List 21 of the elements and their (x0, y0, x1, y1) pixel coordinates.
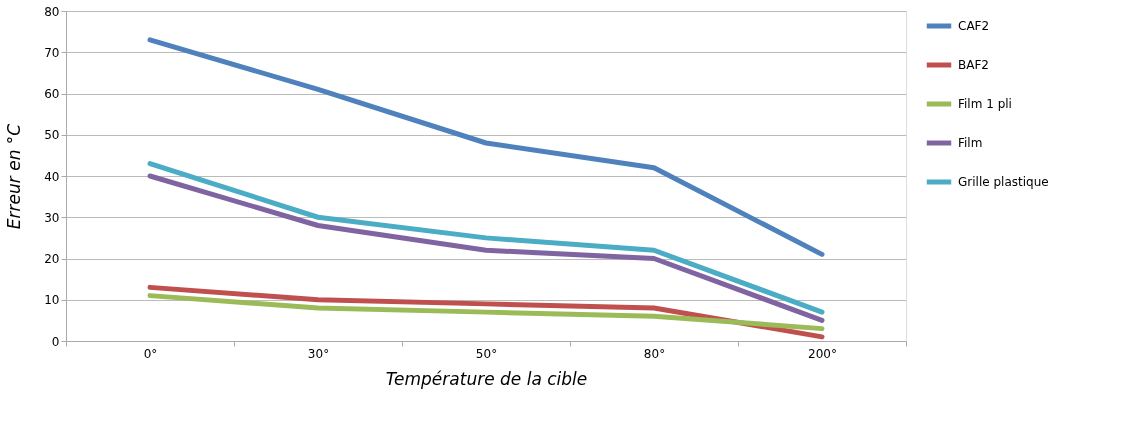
y-tick-label: 60 (44, 87, 60, 101)
x-axis-title: Température de la cible (385, 368, 588, 389)
y-tick-label: 70 (44, 45, 60, 60)
y-tick-label: 40 (44, 169, 60, 184)
x-tick-label: 80° (643, 346, 666, 361)
legend-label: BAF2 (958, 58, 989, 72)
y-tick-label: 50 (44, 128, 60, 143)
y-axis-title: Erreur en °C (4, 123, 25, 230)
legend-label: Grille plastique (958, 175, 1049, 189)
y-tick-label: 30 (44, 210, 60, 225)
y-tick-label: 0 (51, 334, 60, 349)
legend-label: CAF2 (958, 19, 990, 33)
y-tick-label: 10 (44, 293, 60, 308)
x-tick-label: 200° (808, 346, 837, 361)
legend-label: Film 1 pli (958, 97, 1012, 111)
x-tick-label: 0° (143, 346, 158, 361)
x-tick-label: 50° (475, 346, 498, 361)
y-tick-label: 80 (44, 4, 60, 19)
y-tick-label: 20 (44, 252, 60, 266)
x-tick-label: 30° (307, 346, 330, 361)
legend-label: Film (958, 136, 983, 150)
